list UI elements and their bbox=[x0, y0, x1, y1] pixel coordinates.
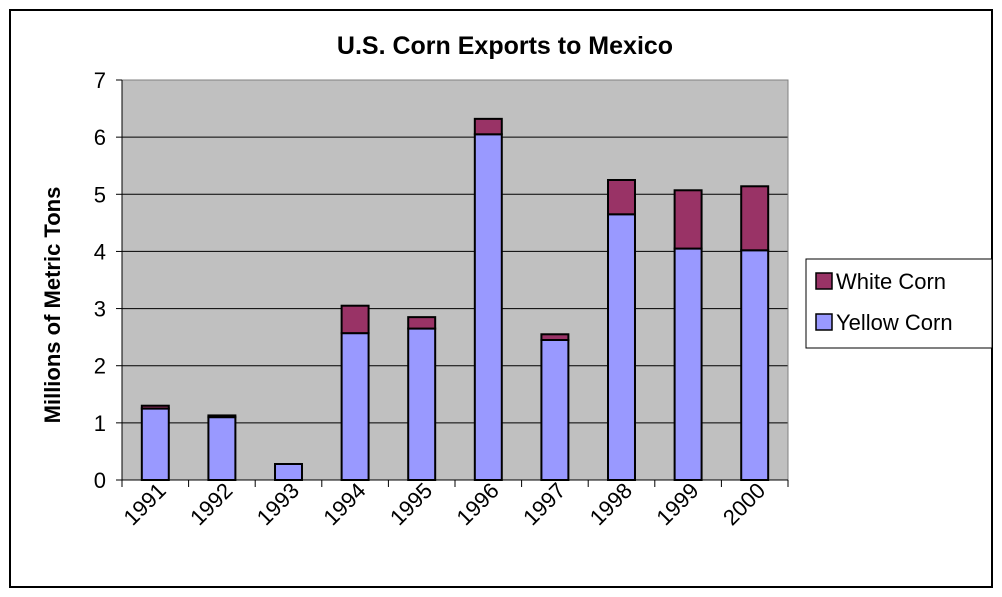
y-tick-label: 1 bbox=[94, 411, 106, 436]
bar-segment bbox=[274, 463, 303, 481]
x-tick-label: 1991 bbox=[119, 478, 171, 530]
bar-segment bbox=[673, 189, 703, 250]
x-tick-label: 1992 bbox=[185, 478, 237, 530]
bar-segment bbox=[207, 416, 237, 481]
bar-segment bbox=[473, 117, 503, 136]
bar-segment bbox=[140, 407, 170, 482]
y-tick-label: 6 bbox=[94, 125, 106, 150]
y-tick-label: 2 bbox=[94, 354, 106, 379]
bar-segment bbox=[540, 333, 570, 341]
x-tick-label: 1995 bbox=[385, 478, 437, 530]
bar-segment bbox=[340, 304, 370, 335]
x-tick-label: 1997 bbox=[518, 478, 570, 530]
x-tick-label: 2000 bbox=[718, 478, 770, 530]
bar-segment bbox=[207, 414, 237, 419]
bar-segment bbox=[473, 133, 503, 482]
bar-segment bbox=[607, 213, 636, 482]
bar-segment bbox=[673, 247, 703, 481]
bar-segment bbox=[740, 249, 770, 481]
x-tick-label: 1998 bbox=[585, 478, 637, 530]
y-axis-label: Millions of Metric Tons bbox=[40, 187, 65, 424]
y-tick-label: 3 bbox=[94, 297, 106, 322]
bar-segment bbox=[407, 327, 437, 482]
y-tick-label: 5 bbox=[94, 182, 106, 207]
bar-segment bbox=[540, 339, 570, 481]
y-tick-label: 4 bbox=[94, 239, 106, 264]
chart-title: U.S. Corn Exports to Mexico bbox=[337, 32, 673, 60]
legend-box bbox=[805, 258, 993, 349]
plot-area: 0 1 2 3 4 5 6 7 1991 1992 1993 1994 1995 1996 1997 1998… bbox=[94, 68, 789, 530]
legend-swatch bbox=[815, 313, 833, 331]
x-tick-label: 1999 bbox=[651, 478, 703, 530]
bar-segment bbox=[607, 179, 636, 216]
y-tick-label: 7 bbox=[94, 68, 106, 93]
legend: White Corn Yellow Corn bbox=[805, 258, 993, 349]
y-tick-label: 0 bbox=[94, 468, 106, 493]
legend-swatch bbox=[815, 272, 833, 290]
bar-segment bbox=[140, 404, 170, 410]
legend-label: Yellow Corn bbox=[836, 310, 953, 335]
bar-segment bbox=[740, 185, 770, 252]
x-tick-label: 1993 bbox=[252, 478, 304, 530]
bar-segment bbox=[340, 332, 370, 481]
bar-segment bbox=[407, 316, 437, 330]
x-tick-label: 1994 bbox=[318, 478, 370, 530]
legend-label: White Corn bbox=[836, 269, 946, 294]
x-tick-label: 1996 bbox=[452, 478, 504, 530]
